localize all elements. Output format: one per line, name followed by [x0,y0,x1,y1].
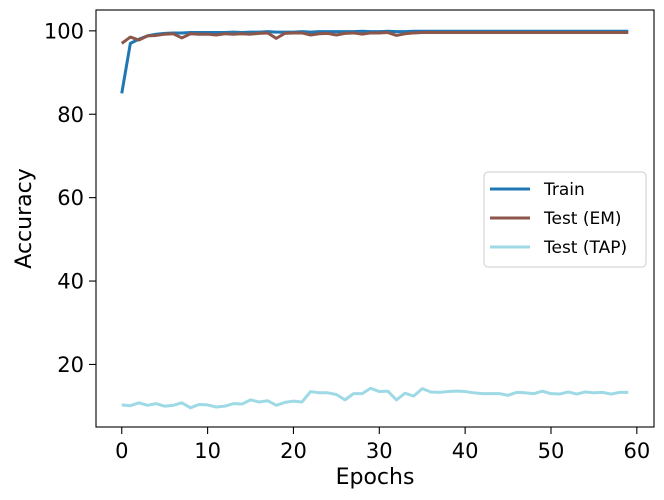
x-tick-label: 20 [280,439,307,463]
plot-frame [95,9,655,428]
series-line-0 [120,29,629,94]
x-tick-label: 10 [194,439,221,463]
x-tick-label: 60 [623,439,650,463]
legend: Train Test (EM) Test (TAP) [483,171,647,268]
y-tick-label: 60 [57,186,84,210]
y-tick-label: 20 [57,353,84,377]
x-axis-label: Epochs [336,465,415,490]
series-line-1 [120,31,629,45]
y-tick-label: 80 [57,103,84,127]
x-tick-label: 40 [452,439,479,463]
x-tick-label: 50 [538,439,565,463]
y-axis-ticks: 20 40 60 80 100 [44,19,96,377]
legend-label-1: Test (EM) [543,209,622,229]
y-axis-label: Accuracy [12,168,37,268]
x-tick-label: 30 [366,439,393,463]
legend-box [483,171,647,268]
y-tick-label: 40 [57,270,84,294]
legend-label-0: Train [543,180,585,200]
series-line-2 [121,386,629,410]
x-axis-ticks: 0 10 20 30 40 50 60 [115,427,650,463]
x-tick-label: 0 [115,439,128,463]
y-tick-label: 100 [44,19,84,43]
legend-label-2: Test (TAP) [543,238,627,258]
series-layer [120,29,629,410]
